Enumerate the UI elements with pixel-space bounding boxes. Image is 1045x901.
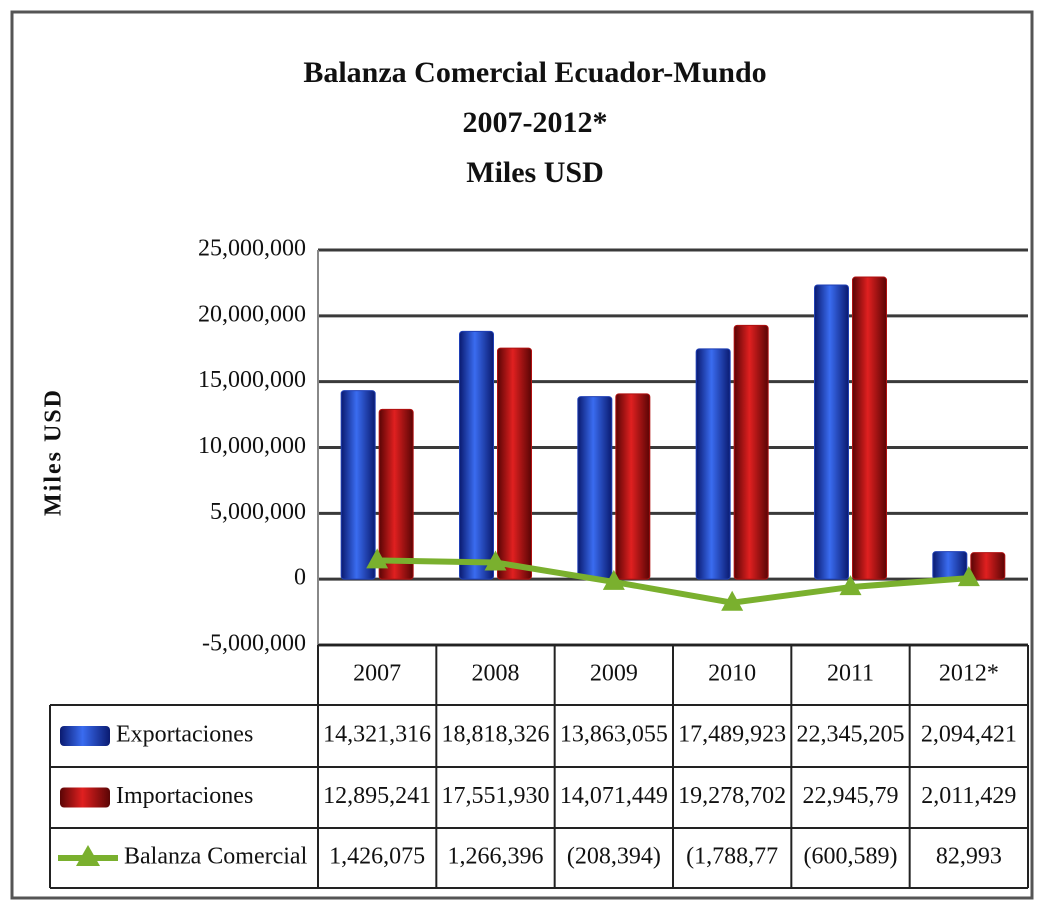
bar bbox=[378, 408, 414, 580]
table-cell: 14,321,316 bbox=[323, 722, 431, 748]
bar bbox=[497, 347, 532, 580]
legend-label: Exportaciones bbox=[116, 722, 253, 748]
chart-subtitle: 2007-2012* bbox=[463, 106, 608, 139]
y-tick-label: 25,000,000 bbox=[198, 236, 306, 262]
y-tick-label: 5,000,000 bbox=[210, 499, 306, 525]
bar bbox=[970, 552, 1006, 580]
y-tick-label: 10,000,000 bbox=[198, 433, 306, 459]
frame bbox=[10, 10, 1034, 900]
x-tick-label: 2009 bbox=[590, 661, 638, 687]
table-cell: 2,011,429 bbox=[921, 783, 1016, 809]
table-cell: 2,094,421 bbox=[921, 722, 1017, 748]
chart-unit: Miles USD bbox=[466, 156, 604, 189]
bar bbox=[577, 396, 613, 580]
line-marker bbox=[366, 548, 389, 569]
line-marker bbox=[484, 550, 507, 571]
table-cell: 1,266,396 bbox=[448, 844, 544, 870]
x-tick-label: 2012* bbox=[939, 661, 999, 687]
legend-swatch bbox=[76, 845, 100, 866]
table-cell: 17,489,923 bbox=[678, 722, 786, 748]
bar bbox=[695, 348, 731, 580]
table-cell: 18,818,326 bbox=[442, 722, 550, 748]
table-cell: 13,863,055 bbox=[560, 722, 668, 748]
line bbox=[377, 557, 970, 606]
table-cell: 12,895,241 bbox=[323, 783, 431, 809]
table-cell: 19,278,702 bbox=[678, 783, 786, 809]
table-cell: (208,394) bbox=[567, 844, 661, 870]
bar bbox=[340, 390, 376, 580]
line-marker bbox=[602, 569, 625, 590]
bar bbox=[932, 551, 968, 580]
y-tick-label: 0 bbox=[294, 565, 306, 591]
x-tick-label: 2008 bbox=[472, 661, 520, 687]
table-cell: (1,788,77 bbox=[686, 844, 778, 870]
x-tick-label: 2010 bbox=[708, 661, 756, 687]
y-tick-label: 20,000,000 bbox=[198, 301, 306, 327]
table-cell: 17,551,930 bbox=[442, 783, 550, 809]
legend-label: Importaciones bbox=[116, 783, 253, 809]
bar bbox=[852, 276, 887, 580]
line-marker bbox=[721, 590, 744, 611]
table-cell: 22,345,205 bbox=[797, 722, 905, 748]
y-tick-label: 15,000,000 bbox=[198, 367, 306, 393]
y-tick-label: -5,000,000 bbox=[202, 631, 306, 657]
legend-swatch bbox=[60, 787, 110, 808]
table-cell: 22,945,79 bbox=[803, 783, 899, 809]
chart-title: Balanza Comercial Ecuador-Mundo bbox=[303, 56, 766, 89]
table-cell: 82,993 bbox=[936, 844, 1002, 870]
legend-swatch bbox=[60, 726, 110, 746]
x-tick-label: 2011 bbox=[827, 661, 874, 687]
line-marker bbox=[957, 566, 980, 587]
bar bbox=[733, 324, 769, 580]
table-cell: 14,071,449 bbox=[560, 783, 668, 809]
y-axis-label: Miles USD bbox=[41, 388, 67, 516]
table-cell: (600,589) bbox=[804, 844, 898, 870]
bar bbox=[615, 393, 651, 580]
bar bbox=[459, 330, 494, 580]
x-tick-label: 2007 bbox=[353, 661, 401, 687]
line-marker bbox=[839, 575, 862, 596]
legend-label: Balanza Comercial bbox=[124, 844, 308, 870]
bar bbox=[814, 284, 849, 580]
table-cell: 1,426,075 bbox=[329, 844, 425, 870]
